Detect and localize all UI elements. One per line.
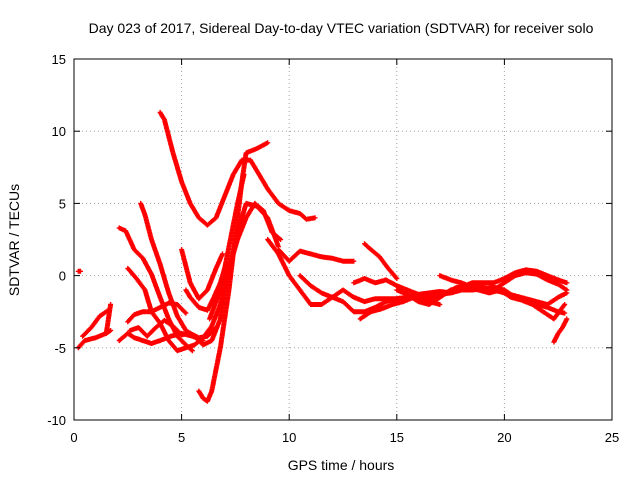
plus-marker-trace: [394, 267, 570, 307]
y-tick-label: 10: [52, 124, 66, 139]
y-tick-label: 5: [59, 196, 66, 211]
x-tick-label: 25: [605, 430, 619, 445]
plus-marker-trace: [75, 268, 83, 274]
plus-marker-trace: [437, 273, 570, 307]
series-arc-a: [75, 268, 83, 274]
series-arc-x: [551, 316, 570, 345]
series-arc-h: [116, 225, 195, 354]
plus-marker-trace: [116, 225, 195, 354]
series-arc-d: [103, 302, 114, 336]
plus-marker-trace: [551, 316, 570, 345]
x-tick-label: 15: [390, 430, 404, 445]
series-arc-t: [362, 241, 400, 281]
plus-marker-trace: [207, 172, 247, 322]
x-tick-label: 10: [282, 430, 296, 445]
data-series: [75, 109, 570, 404]
grid: [74, 59, 612, 420]
x-tick-label: 20: [497, 430, 511, 445]
plus-marker-trace: [103, 302, 114, 336]
y-axis-label: SDTVAR / TECUs: [6, 184, 22, 296]
axis-ticks: 0 5 10 15 20 25 -10 -5 0 5 10 15: [47, 52, 619, 445]
plus-marker-trace: [265, 237, 443, 315]
series-arc-o: [207, 172, 247, 322]
y-tick-label: -5: [54, 341, 66, 356]
plus-marker-trace: [80, 307, 111, 339]
x-axis-label: GPS time / hours: [288, 457, 395, 473]
series-arc-p: [265, 237, 443, 315]
chart-title: Day 023 of 2017, Sidereal Day-to-day VTE…: [89, 20, 594, 36]
series-arc-q: [275, 247, 357, 264]
y-tick-label: -10: [47, 413, 66, 428]
series-arc-c: [80, 307, 111, 339]
y-tick-label: 15: [52, 52, 66, 67]
y-tick-label: 0: [59, 269, 66, 284]
plus-marker-trace: [362, 241, 400, 281]
plus-marker-trace: [179, 247, 225, 302]
x-tick-label: 5: [178, 430, 185, 445]
series-arc-n: [179, 247, 225, 302]
series-arc-v: [394, 267, 570, 307]
series-arc-w: [437, 273, 570, 307]
x-tick-label: 0: [70, 430, 77, 445]
plot-frame: [73, 58, 613, 421]
plus-marker-trace: [275, 247, 357, 264]
